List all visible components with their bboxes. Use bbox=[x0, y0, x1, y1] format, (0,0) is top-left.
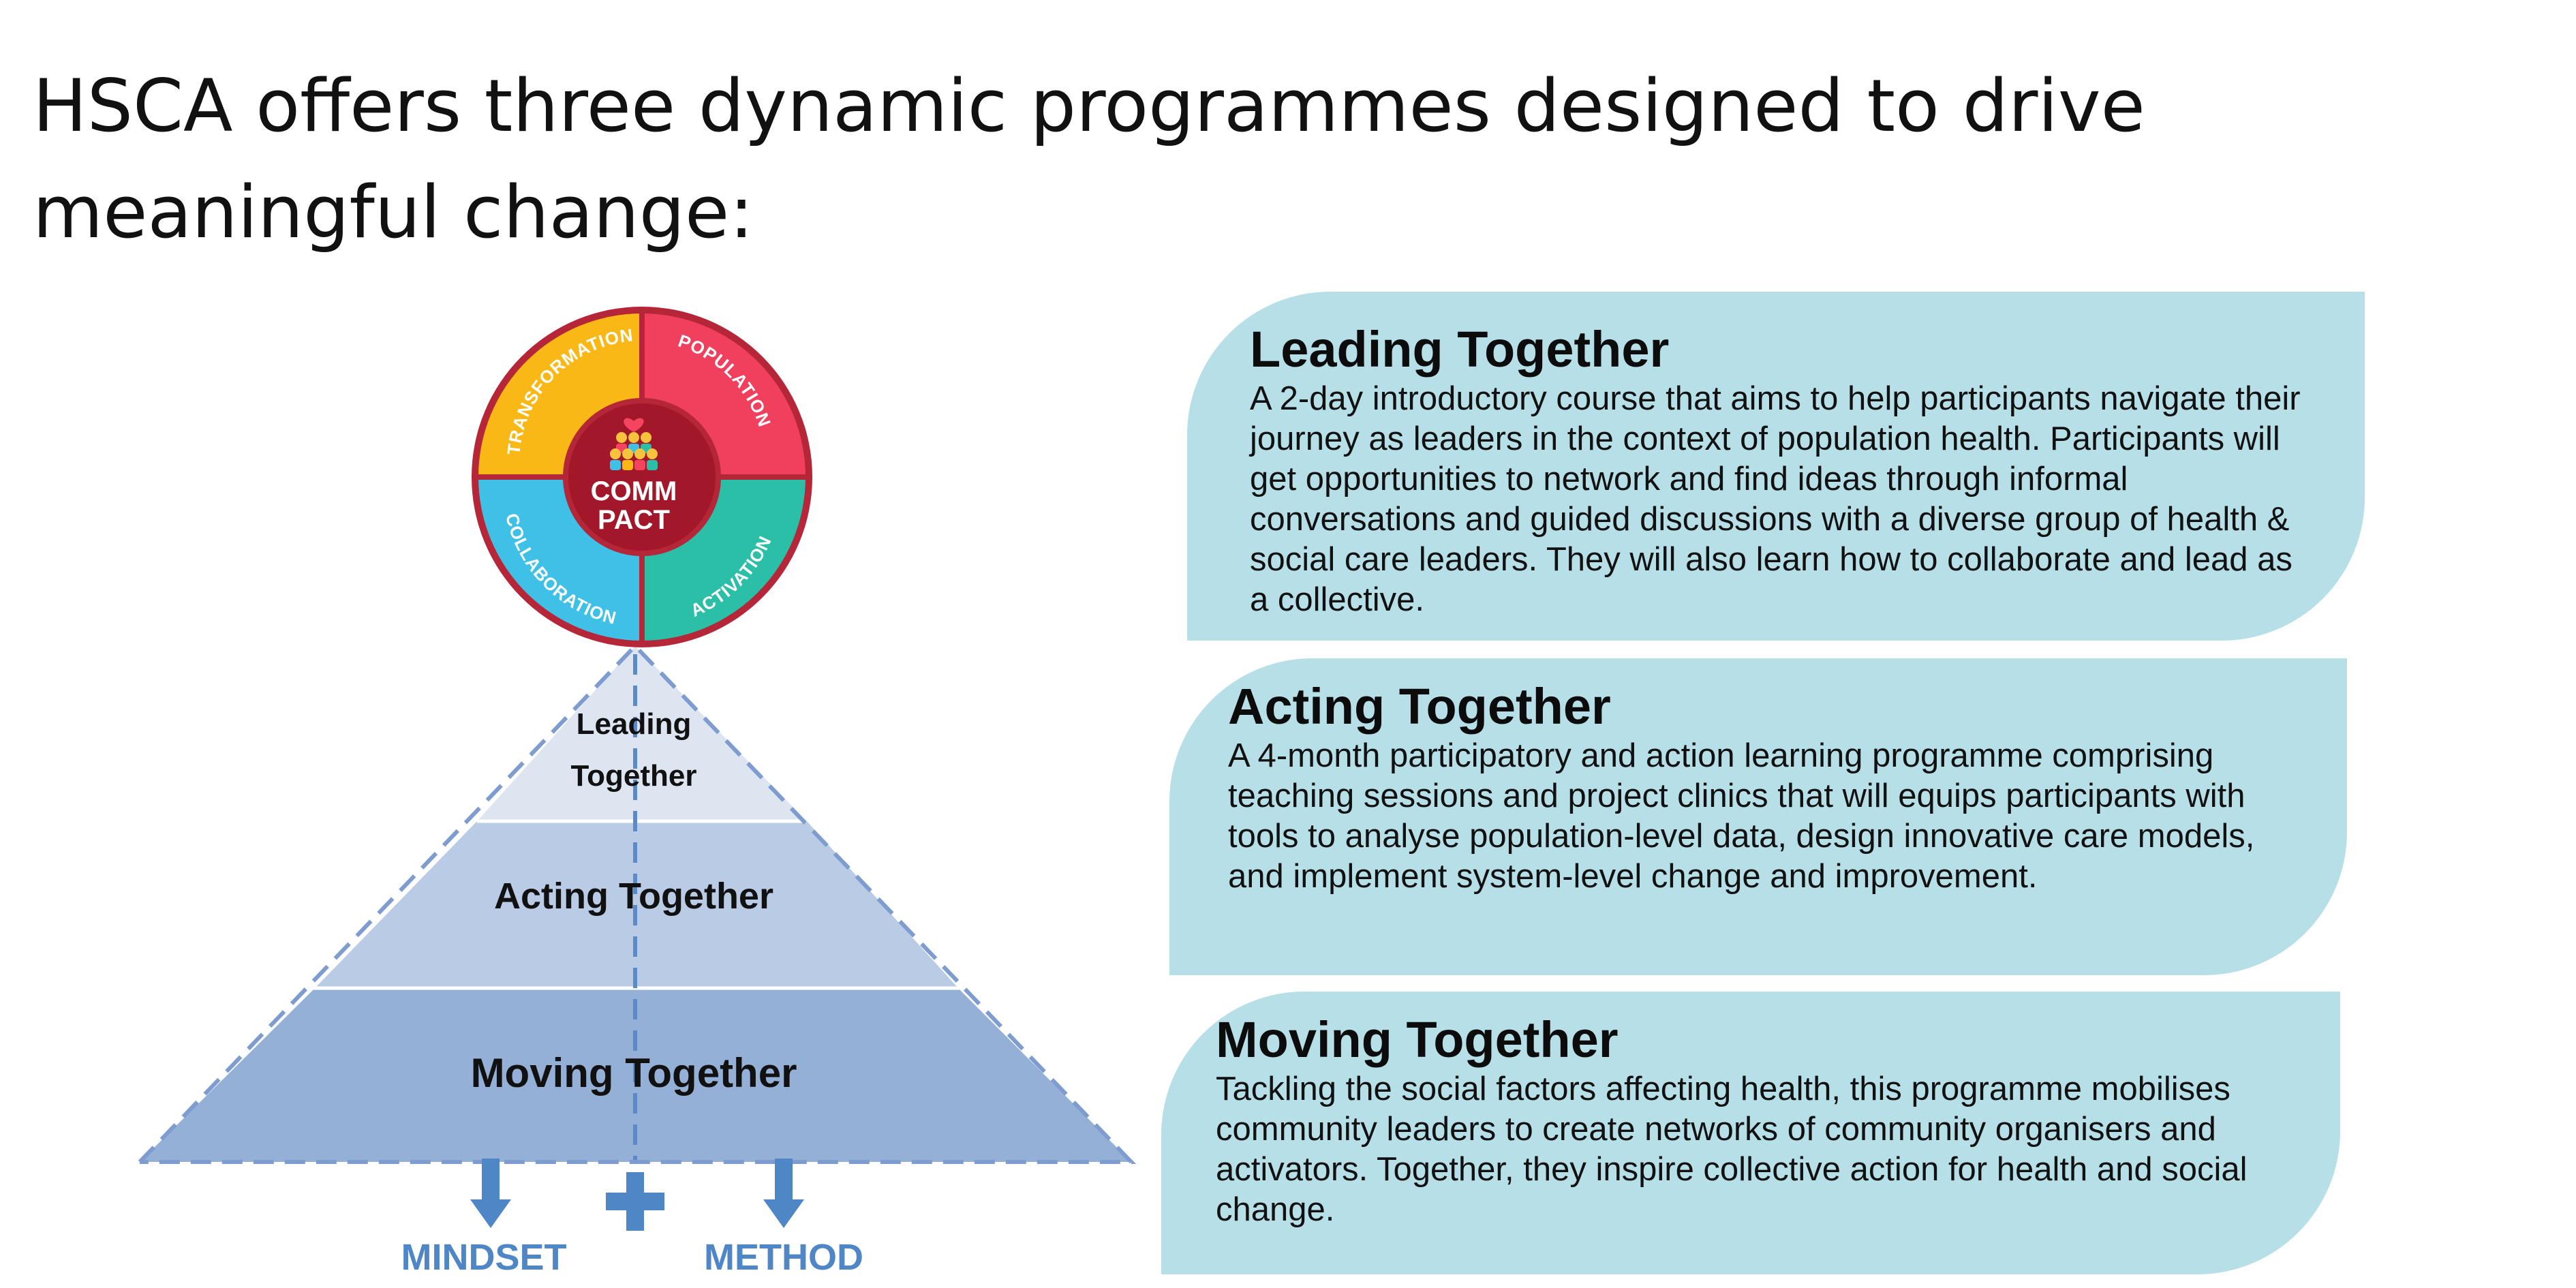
programme-diagram: TRANSFORMATION POPULATION COLLABORATION … bbox=[0, 286, 1159, 1288]
pyramid-label-leading: Leading Together bbox=[570, 707, 697, 793]
page-headline: HSCA offers three dynamic programmes des… bbox=[33, 64, 2145, 254]
plus-icon bbox=[606, 1172, 664, 1231]
pyramid-dashed-outline bbox=[138, 643, 1137, 1164]
programme-title: Moving Together bbox=[1216, 1011, 1619, 1068]
programme-description: Tackling the social factors affecting he… bbox=[1216, 1071, 2248, 1228]
wheel-center-line1: COMM bbox=[591, 476, 677, 506]
output-label-method: METHOD bbox=[704, 1237, 863, 1278]
programme-card-moving-together: Moving Together Tackling the social fact… bbox=[1161, 992, 2340, 1274]
output-label-mindset: MINDSET bbox=[401, 1237, 567, 1278]
programme-title: Acting Together bbox=[1228, 678, 1611, 735]
wheel-center-line2: PACT bbox=[598, 505, 670, 535]
mindset-arrow-icon bbox=[470, 1159, 511, 1228]
programme-card-acting-together: Acting Together A 4-month participatory … bbox=[1169, 658, 2347, 975]
community-people-icon bbox=[610, 418, 658, 470]
pyramid-label-acting: Acting Together bbox=[494, 876, 773, 917]
diagram-graphic: TRANSFORMATION POPULATION COLLABORATION … bbox=[138, 307, 1137, 1231]
programme-card-leading-together: Leading Together A 2-day introductory co… bbox=[1187, 292, 2365, 641]
programme-description: A 2-day introductory course that aims to… bbox=[1250, 380, 2301, 618]
method-arrow-icon bbox=[763, 1159, 804, 1228]
pyramid-label-moving: Moving Together bbox=[470, 1050, 797, 1096]
programme-title: Leading Together bbox=[1250, 321, 1670, 378]
pyramid bbox=[138, 643, 1137, 1164]
comm-pact-wheel: TRANSFORMATION POPULATION COLLABORATION … bbox=[472, 307, 812, 647]
programme-description: A 4-month participatory and action learn… bbox=[1228, 737, 2255, 895]
pyramid-top-tier bbox=[477, 646, 807, 821]
